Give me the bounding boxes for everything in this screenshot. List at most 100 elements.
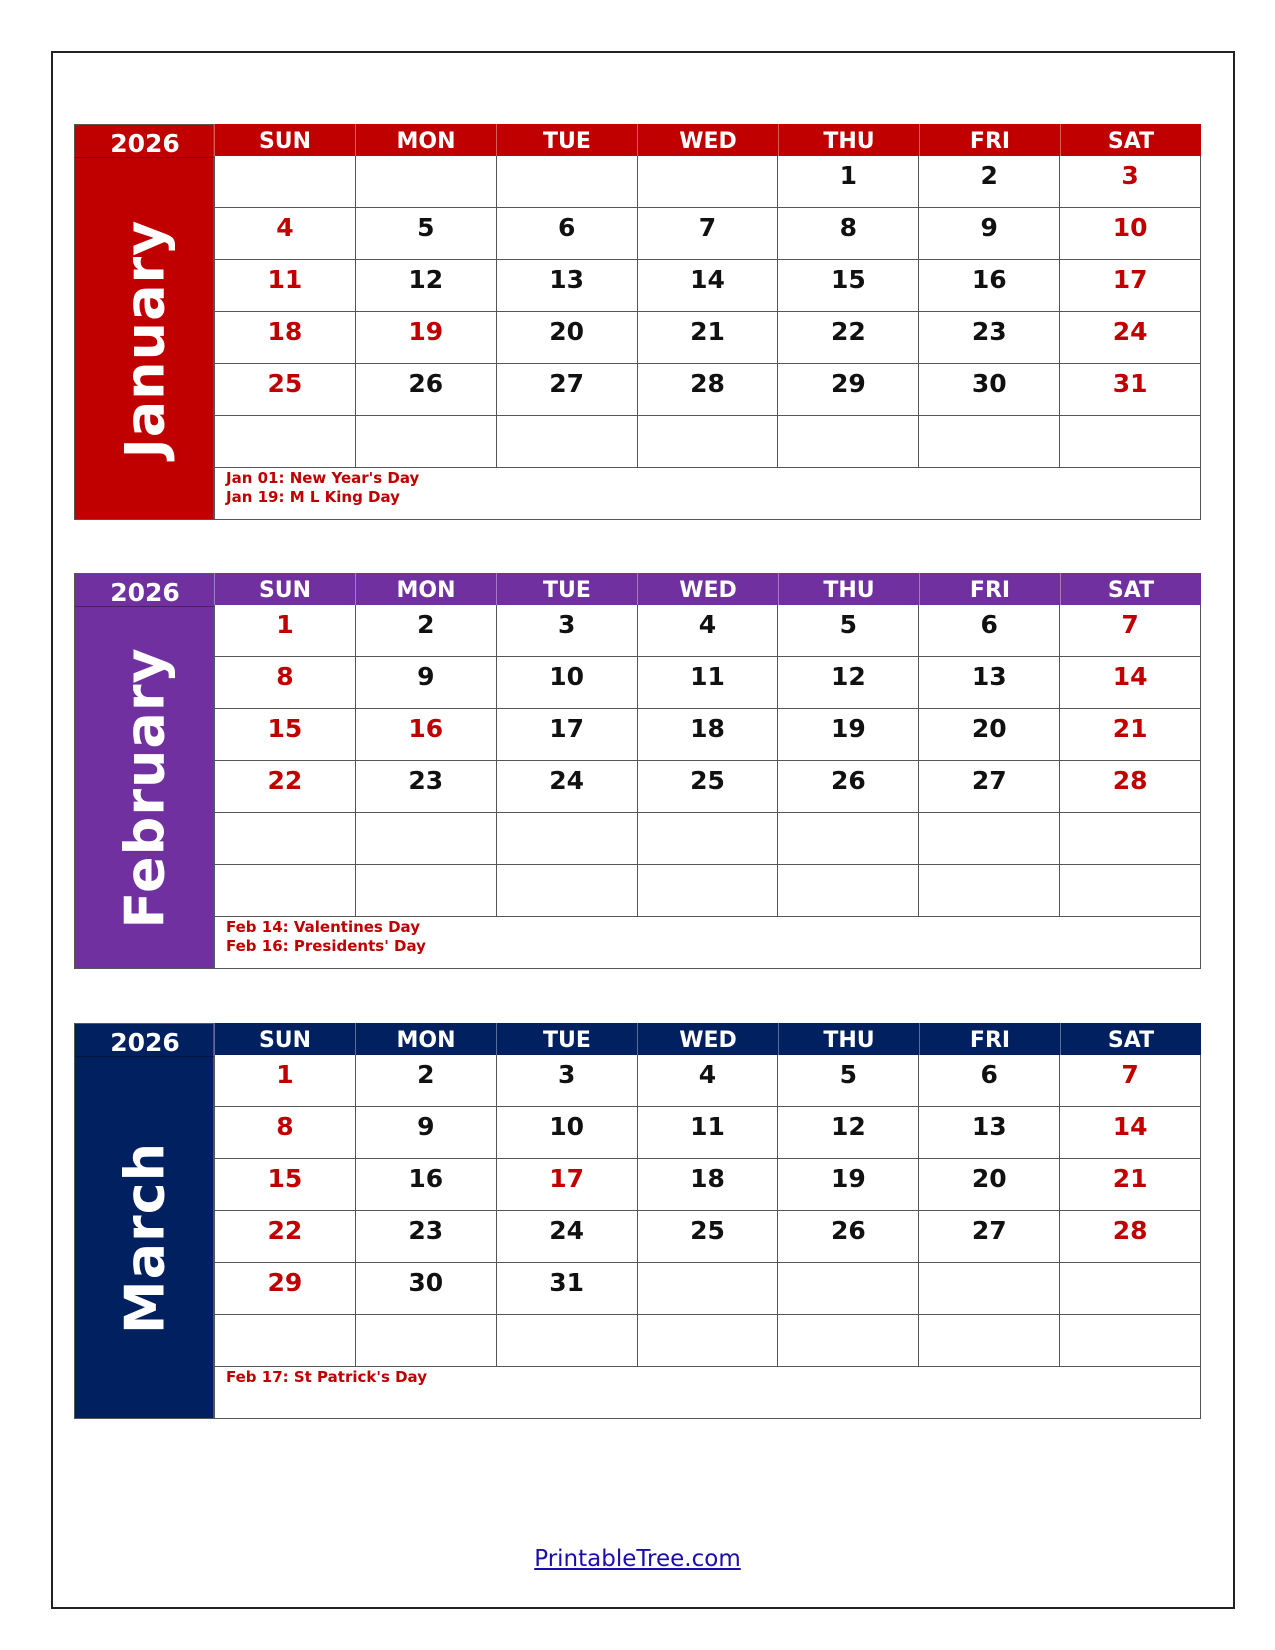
- day-cell: [214, 1315, 356, 1367]
- week-row: [214, 865, 1202, 917]
- footer: PrintableTree.com: [0, 1546, 1275, 1572]
- printabletree-link[interactable]: PrintableTree.com: [534, 1546, 741, 1572]
- weekday-mon: MON: [355, 573, 496, 605]
- day-cell: [637, 865, 779, 917]
- weekday-sat: SAT: [1060, 124, 1201, 156]
- week-row: 22 23 24 25 26 27 28: [214, 1211, 1202, 1263]
- day-cell: 9: [355, 1107, 497, 1159]
- day-cell: [778, 813, 920, 865]
- year-label: 2026: [75, 1024, 215, 1057]
- week-row: 8 9 10 11 12 13 14: [214, 1107, 1202, 1159]
- day-cell: [919, 865, 1061, 917]
- day-cell: 1: [214, 1055, 356, 1107]
- weekday-wed: WED: [637, 124, 778, 156]
- holiday-notes: Feb 14: Valentines Day Feb 16: Presidents…: [214, 917, 1201, 969]
- day-cell: 28: [1060, 1211, 1202, 1263]
- day-cell: [214, 156, 356, 208]
- day-cell: 19: [778, 709, 920, 761]
- day-cell: 13: [919, 1107, 1061, 1159]
- week-row: [214, 1315, 1202, 1367]
- holiday-notes: Feb 17: St Patrick's Day: [214, 1367, 1201, 1419]
- day-cell: 6: [919, 605, 1061, 657]
- weekday-header: SUN MON TUE WED THU FRI SAT: [214, 1023, 1201, 1055]
- month-grid: SUN MON TUE WED THU FRI SAT 1 2 3 4 5 6 7 8 9 10 11 12 13 14…: [214, 1023, 1202, 1419]
- day-cell: 2: [919, 156, 1061, 208]
- day-cell: 1: [778, 156, 920, 208]
- day-cell: [355, 416, 497, 468]
- weekday-header: SUN MON TUE WED THU FRI SAT: [214, 124, 1201, 156]
- holiday-item: Jan 19: M L King Day: [226, 488, 400, 506]
- week-row: 15 16 17 18 19 20 21: [214, 709, 1202, 761]
- day-cell: 11: [637, 1107, 779, 1159]
- month-grid: SUN MON TUE WED THU FRI SAT 1 2 3 4 5 6 7 8 9 10 11 12 13 14…: [214, 573, 1202, 969]
- day-cell: 7: [637, 208, 779, 260]
- month-name: March: [113, 1141, 177, 1335]
- month-sidebar: 2026 January: [74, 124, 215, 520]
- weekday-sat: SAT: [1060, 1023, 1201, 1055]
- weekday-mon: MON: [355, 124, 496, 156]
- day-cell: 29: [214, 1263, 356, 1315]
- day-cell: 23: [355, 1211, 497, 1263]
- day-cell: 17: [496, 1159, 638, 1211]
- weekday-fri: FRI: [919, 1023, 1060, 1055]
- day-cell: 31: [1060, 364, 1202, 416]
- day-cell: 5: [778, 1055, 920, 1107]
- day-cell: [214, 813, 356, 865]
- day-cell: 5: [355, 208, 497, 260]
- day-cell: 3: [1060, 156, 1202, 208]
- day-cell: [355, 865, 497, 917]
- month-january: 2026 January SUN MON TUE WED THU FRI SAT 1 2 3 4 5 6 7 8…: [74, 124, 1202, 520]
- weekday-sun: SUN: [214, 573, 355, 605]
- day-cell: 21: [1060, 709, 1202, 761]
- day-cell: [355, 1315, 497, 1367]
- week-row: 4 5 6 7 8 9 10: [214, 208, 1202, 260]
- weekday-wed: WED: [637, 573, 778, 605]
- day-cell: 26: [778, 761, 920, 813]
- day-cell: 30: [919, 364, 1061, 416]
- day-cell: 17: [1060, 260, 1202, 312]
- day-cell: 12: [778, 657, 920, 709]
- day-cell: 17: [496, 709, 638, 761]
- day-cell: 10: [496, 657, 638, 709]
- day-cell: 11: [637, 657, 779, 709]
- day-cell: [496, 813, 638, 865]
- day-cell: [1060, 865, 1202, 917]
- day-cell: [778, 865, 920, 917]
- weekday-thu: THU: [778, 1023, 919, 1055]
- day-cell: 27: [919, 761, 1061, 813]
- week-row: 11 12 13 14 15 16 17: [214, 260, 1202, 312]
- day-cell: 21: [637, 312, 779, 364]
- day-cell: 4: [637, 1055, 779, 1107]
- weekday-mon: MON: [355, 1023, 496, 1055]
- day-cell: 9: [919, 208, 1061, 260]
- day-cell: 26: [355, 364, 497, 416]
- weekday-wed: WED: [637, 1023, 778, 1055]
- day-cell: 7: [1060, 605, 1202, 657]
- day-cell: 22: [778, 312, 920, 364]
- year-label: 2026: [75, 574, 215, 607]
- page-border: [51, 51, 1235, 1609]
- day-cell: 26: [778, 1211, 920, 1263]
- weekday-tue: TUE: [496, 573, 637, 605]
- day-cell: 13: [919, 657, 1061, 709]
- day-cell: 24: [496, 1211, 638, 1263]
- week-row: [214, 813, 1202, 865]
- holiday-item: Feb 16: Presidents' Day: [226, 937, 426, 955]
- day-cell: 3: [496, 1055, 638, 1107]
- day-cell: 1: [214, 605, 356, 657]
- weekday-sat: SAT: [1060, 573, 1201, 605]
- day-cell: 18: [214, 312, 356, 364]
- day-cell: [496, 156, 638, 208]
- day-cell: 20: [496, 312, 638, 364]
- day-cell: [919, 1315, 1061, 1367]
- month-sidebar: 2026 February: [74, 573, 215, 969]
- day-cell: [919, 416, 1061, 468]
- month-grid: SUN MON TUE WED THU FRI SAT 1 2 3 4 5 6 7 8 9 10 11 12 13 14…: [214, 124, 1202, 520]
- weekday-sun: SUN: [214, 1023, 355, 1055]
- day-cell: 24: [496, 761, 638, 813]
- day-cell: 11: [214, 260, 356, 312]
- weekday-tue: TUE: [496, 124, 637, 156]
- day-cell: [214, 416, 356, 468]
